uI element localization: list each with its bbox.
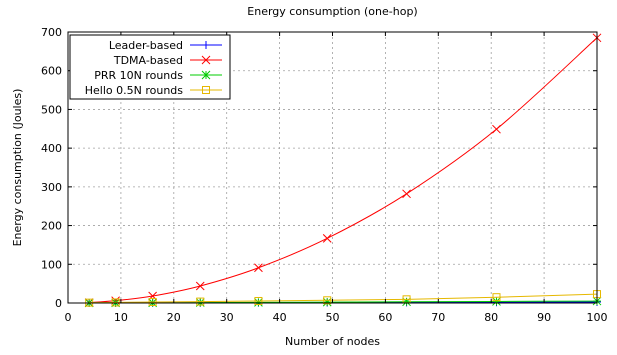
- x-tick-label: 30: [220, 311, 234, 324]
- y-tick-label: 600: [41, 65, 62, 78]
- legend: Leader-based TDMA-based PRR 10N rounds Hell…: [69, 34, 231, 100]
- y-tick-label: 400: [41, 142, 62, 155]
- x-tick-label: 40: [273, 311, 287, 324]
- data-point: [492, 297, 501, 306]
- data-point: [195, 281, 205, 291]
- legend-label: Hello 0.5N rounds: [85, 84, 184, 97]
- data-point: [492, 124, 501, 134]
- x-tick-label: 60: [378, 311, 392, 324]
- legend-box: [69, 34, 231, 100]
- x-tick-label: 10: [114, 311, 128, 324]
- data-point: [323, 296, 332, 305]
- x-tick-label: 70: [431, 311, 445, 324]
- legend-label: PRR 10N rounds: [94, 69, 183, 82]
- legend-entry: PRR 10N rounds: [94, 69, 222, 82]
- y-tick-label: 500: [41, 103, 62, 116]
- legend-label: Leader-based: [109, 39, 183, 52]
- data-point: [254, 298, 263, 307]
- legend-entry: TDMA-based: [113, 54, 222, 67]
- data-point: [254, 263, 263, 273]
- ticks: 0 10 20 30 40 50 60 70 80 90 100 0 100 200 300 400 500 60…: [41, 26, 608, 324]
- legend-entry: Leader-based: [109, 39, 222, 52]
- data-point: [322, 297, 332, 307]
- x-tick-label: 50: [326, 311, 340, 324]
- x-tick-label: 90: [537, 311, 551, 324]
- y-tick-label: 700: [41, 26, 62, 39]
- chart-title: Energy consumption (one-hop): [247, 5, 417, 18]
- y-tick-label: 200: [41, 220, 62, 233]
- data-point: [492, 293, 501, 302]
- legend-swatch-marker: [201, 55, 211, 65]
- data-point: [322, 233, 332, 243]
- x-tick-label: 0: [65, 311, 72, 324]
- legend-swatch-marker: [201, 70, 211, 80]
- y-tick-label: 300: [41, 181, 62, 194]
- x-tick-label: 20: [167, 311, 181, 324]
- y-tick-label: 100: [41, 258, 62, 271]
- legend-swatch-marker: [202, 41, 210, 49]
- data-point: [148, 297, 157, 306]
- data-point: [402, 189, 411, 199]
- data-point: [111, 298, 120, 307]
- x-axis-label: Number of nodes: [285, 335, 380, 348]
- y-axis-label: Energy consumption (Joules): [11, 89, 24, 247]
- legend-swatch-marker: [202, 86, 210, 94]
- data-point: [196, 297, 205, 306]
- x-tick-label: 80: [484, 311, 498, 324]
- y-tick-label: 0: [55, 297, 62, 310]
- data-point: [254, 296, 263, 305]
- series-line: [89, 293, 598, 304]
- legend-entry: Hello 0.5N rounds: [85, 84, 222, 97]
- legend-label: TDMA-based: [113, 54, 183, 67]
- series-hello-0-5n-rounds: [85, 290, 601, 307]
- x-tick-label: 100: [587, 311, 608, 324]
